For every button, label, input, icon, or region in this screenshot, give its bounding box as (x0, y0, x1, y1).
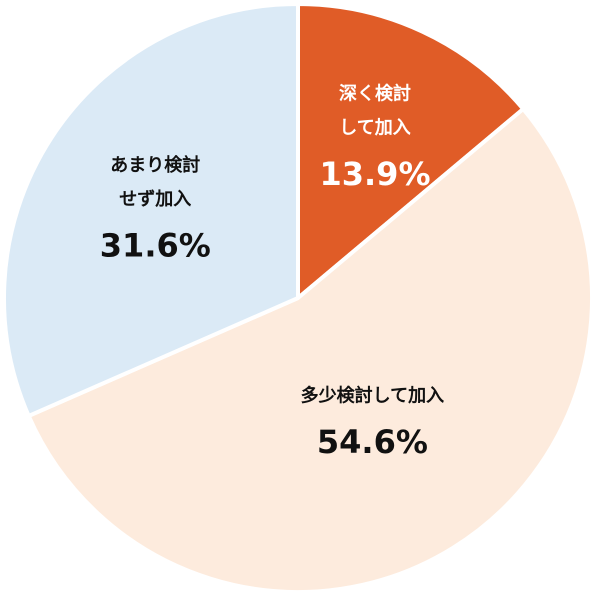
pie-slice-2 (2, 2, 300, 418)
slice-value-2: 31.6% (100, 227, 211, 265)
slice-value-0: 13.9% (319, 155, 430, 193)
slice-value-1: 54.6% (317, 423, 428, 461)
pie-slice-0 (296, 2, 526, 300)
slice-label-group-1: 多少検討して加入 54.6% (301, 384, 444, 461)
slice-label-2-line-1: せず加入 (119, 189, 191, 210)
slice-label-2-line-0: あまり検討 (110, 154, 200, 176)
slice-label-0-line-0: 深く検討 (339, 82, 411, 104)
pie-slice-1 (26, 106, 594, 594)
slice-label-1-line-0: 多少検討して加入 (301, 384, 444, 406)
slice-label-0-line-1: して加入 (339, 117, 410, 138)
